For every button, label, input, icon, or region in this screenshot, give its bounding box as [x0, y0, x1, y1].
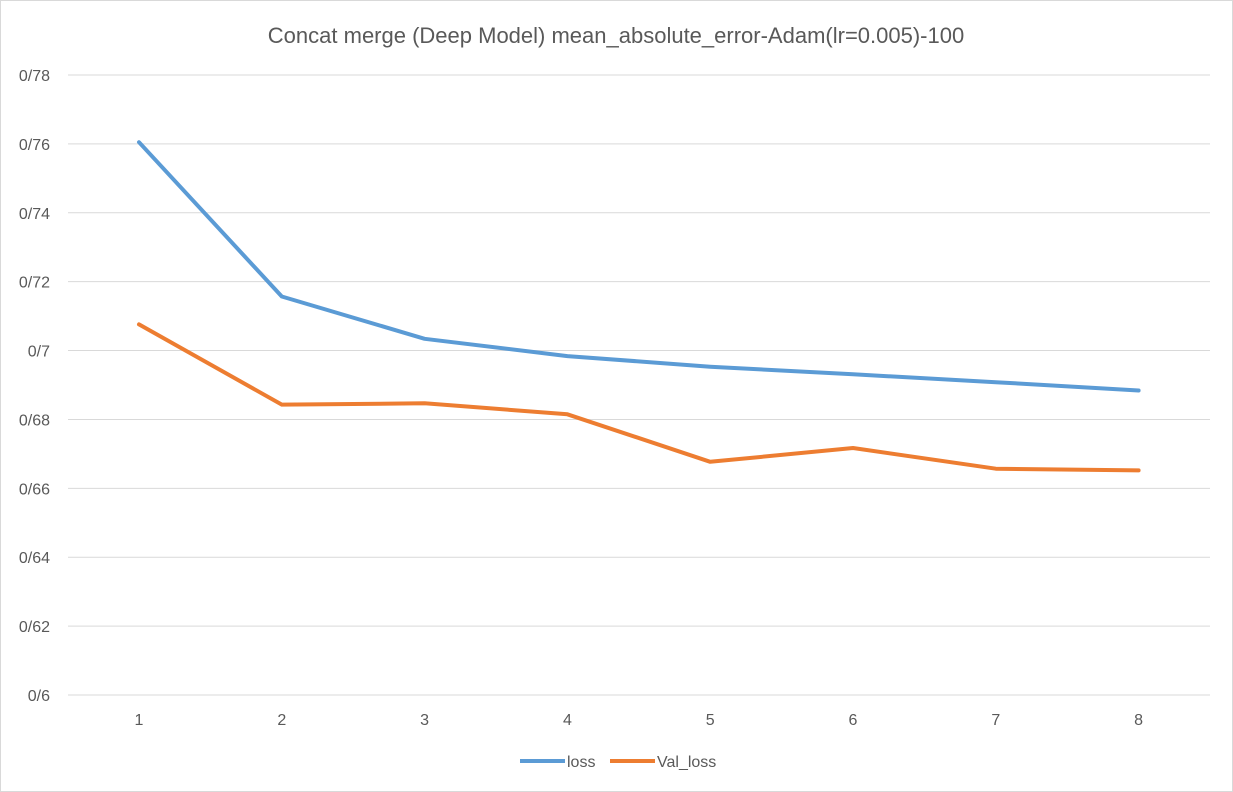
- y-tick-label: 0/76: [19, 137, 50, 154]
- y-tick-label: 0/62: [19, 619, 50, 636]
- y-tick-label: 0/72: [19, 275, 50, 292]
- x-tick-label: 6: [849, 712, 858, 729]
- x-tick-label: 5: [706, 712, 715, 729]
- y-tick-label: 0/74: [19, 206, 50, 223]
- x-tick-label: 2: [277, 712, 286, 729]
- y-axis-ticks: 0/6 0/62 0/64 0/66 0/68 0/7 0/72 0/74 0/76 0/78: [19, 68, 50, 705]
- y-tick-label: 0/7: [28, 344, 50, 361]
- x-tick-label: 1: [135, 712, 144, 729]
- y-tick-label: 0/6: [28, 688, 50, 705]
- legend-label-loss: loss: [567, 754, 595, 771]
- gridlines: [68, 74, 1210, 696]
- y-tick-label: 0/66: [19, 481, 50, 498]
- series-lines: [137, 140, 1141, 473]
- x-tick-label: 3: [420, 712, 429, 729]
- x-tick-label: 8: [1134, 712, 1143, 729]
- x-axis-ticks: 1 2 3 4 5 6 7 8: [135, 712, 1144, 729]
- x-tick-label: 7: [991, 712, 1000, 729]
- series-line-loss: [137, 140, 1141, 393]
- y-tick-label: 0/64: [19, 550, 50, 567]
- y-tick-label: 0/68: [19, 412, 50, 429]
- chart-title: Concat merge (Deep Model) mean_absolute_…: [268, 23, 964, 48]
- x-tick-label: 4: [563, 712, 572, 729]
- legend-label-val-loss: Val_loss: [657, 754, 716, 771]
- legend: loss Val_loss: [520, 754, 716, 771]
- series-line-val-loss: [137, 322, 1141, 473]
- y-tick-label: 0/78: [19, 68, 50, 85]
